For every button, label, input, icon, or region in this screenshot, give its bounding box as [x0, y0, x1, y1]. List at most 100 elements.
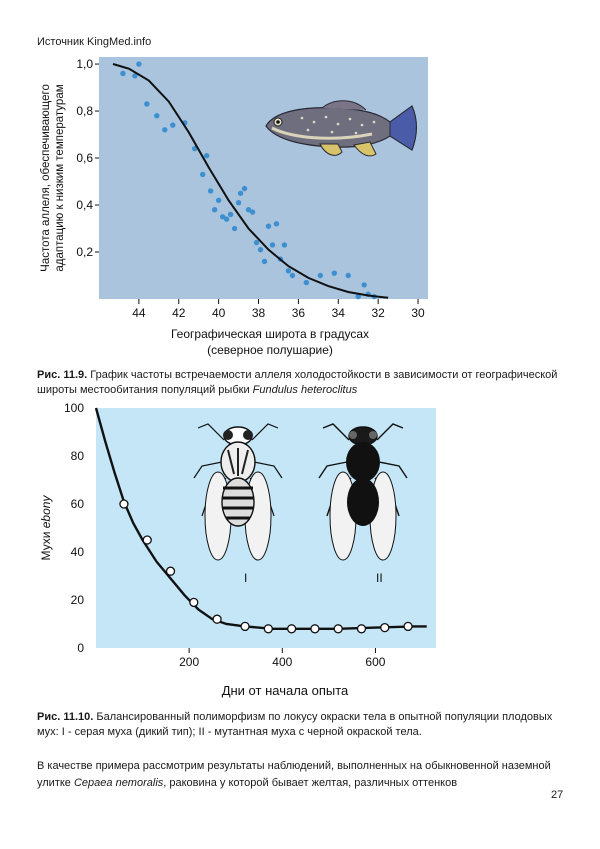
data-point	[245, 207, 252, 213]
data-point	[361, 282, 367, 288]
data-point	[144, 101, 150, 107]
x-tick-label: 34	[332, 306, 346, 320]
y-tick-label: 40	[71, 545, 85, 559]
ebony-flies-chart: 200 400 600 0 20 40 60 80 100 I II Мухи ebony	[39, 401, 436, 698]
data-point	[403, 621, 413, 632]
fly-label-II: II	[376, 571, 383, 585]
y-tick-label: 0,6	[76, 151, 93, 165]
data-point	[345, 272, 351, 279]
y-tick-label: 80	[71, 449, 85, 463]
y-tick-label: 0,8	[76, 104, 93, 118]
data-point	[162, 127, 168, 133]
figure2-caption-text: Балансированный полиморфизм по локусу ок…	[37, 711, 553, 738]
x-tick-label: 42	[172, 306, 186, 320]
data-point	[310, 624, 320, 634]
data-point	[303, 279, 310, 286]
fly-label-I: I	[244, 571, 247, 585]
x-tick-label: 40	[212, 306, 226, 320]
page-number: 27	[551, 789, 564, 801]
y-axis-label-italic: ebony	[39, 495, 53, 529]
data-point	[356, 624, 367, 634]
x-tick-label: 38	[252, 306, 266, 320]
x-tick-label: 30	[411, 306, 425, 320]
y-tick-label: 1,0	[76, 57, 93, 71]
data-point	[281, 242, 288, 248]
body-paragraph: В качестве примера рассмотрим результаты…	[37, 758, 567, 792]
data-point	[142, 535, 152, 545]
figure1-caption-text: График частоты встречаемости аллеля холо…	[37, 369, 558, 396]
data-point	[170, 122, 176, 128]
data-point	[289, 272, 296, 279]
data-point	[219, 214, 226, 220]
data-point	[199, 171, 206, 178]
data-point	[136, 61, 142, 67]
x-tick-label: 600	[365, 655, 385, 669]
figure1-caption: Рис. 11.9. График частоты встречаемости …	[37, 368, 567, 398]
x-tick-label: 44	[132, 306, 146, 320]
data-point	[235, 199, 242, 206]
data-point	[265, 223, 272, 229]
data-point	[120, 70, 126, 77]
x-axis-label-line2: (северное полушарие)	[207, 343, 333, 357]
data-point	[237, 190, 244, 196]
data-point	[273, 221, 280, 227]
y-tick-label: 100	[64, 401, 84, 415]
body-species: Cepaea nemoralis	[73, 777, 164, 789]
fish-illustration	[265, 100, 418, 157]
x-axis-label: Дни от начала опыта	[222, 683, 349, 698]
data-point	[286, 624, 297, 634]
data-point	[261, 258, 268, 265]
y-axis-label-main: Мухи	[39, 532, 53, 561]
plot-background	[99, 57, 428, 299]
data-point	[215, 197, 222, 204]
data-point	[263, 624, 273, 634]
data-point	[132, 73, 138, 79]
source-header: Источник KingMed.info	[37, 36, 152, 48]
figure1-caption-label: Рис. 11.9.	[37, 369, 88, 381]
data-point	[165, 566, 176, 576]
data-point	[269, 242, 276, 248]
y-axis-label: Мухи ebony	[39, 495, 53, 561]
x-tick-label: 36	[292, 306, 306, 320]
data-point	[253, 239, 260, 246]
data-point	[211, 207, 218, 213]
data-point	[317, 272, 324, 279]
y-tick-label: 0	[77, 641, 84, 655]
data-point	[331, 270, 337, 276]
data-point	[285, 268, 292, 274]
data-point	[154, 113, 160, 119]
data-point	[241, 185, 248, 192]
y-tick-label: 0,2	[76, 245, 93, 259]
y-axis-label-line2: адаптацию к низким температурам	[54, 84, 66, 271]
data-point	[203, 152, 210, 159]
data-point	[240, 621, 250, 632]
x-tick-label: 32	[371, 306, 385, 320]
data-point	[192, 145, 198, 152]
data-point	[119, 499, 129, 509]
figure1-caption-species: Fundulus heteroclitus	[252, 384, 358, 396]
x-tick-label: 400	[272, 655, 292, 669]
y-axis-label-line1: Частота аллеля, обеспечивающего	[40, 84, 52, 272]
black-fly-illustration	[318, 423, 408, 561]
body-text-start: В качестве примера рассмотрим результаты…	[37, 760, 551, 789]
data-point	[380, 622, 390, 633]
data-point	[189, 597, 199, 608]
allele-frequency-chart: 44 42 40 38 36 34 32 30 0,2 0,4 0,6 0,8 1,0 Частота …	[40, 57, 428, 357]
figure2-caption-label: Рис. 11.10.	[37, 711, 94, 723]
data-point	[212, 614, 222, 624]
data-point	[355, 293, 361, 300]
y-tick-label: 20	[71, 593, 85, 607]
y-tick-label: 60	[71, 497, 85, 511]
data-point	[223, 216, 230, 222]
y-tick-label: 0,4	[76, 198, 93, 212]
data-point	[227, 211, 234, 218]
data-point	[257, 246, 264, 253]
fit-curve	[112, 63, 389, 299]
x-axis-label-line1: Географическая широта в градусах	[171, 327, 369, 341]
body-text-end: , раковина у которой бывает желтая, разл…	[163, 777, 458, 789]
data-point	[333, 624, 343, 634]
data-point	[231, 225, 238, 232]
x-tick-label: 200	[179, 655, 199, 669]
grey-fly-illustration	[193, 423, 283, 561]
data-point	[207, 188, 214, 194]
